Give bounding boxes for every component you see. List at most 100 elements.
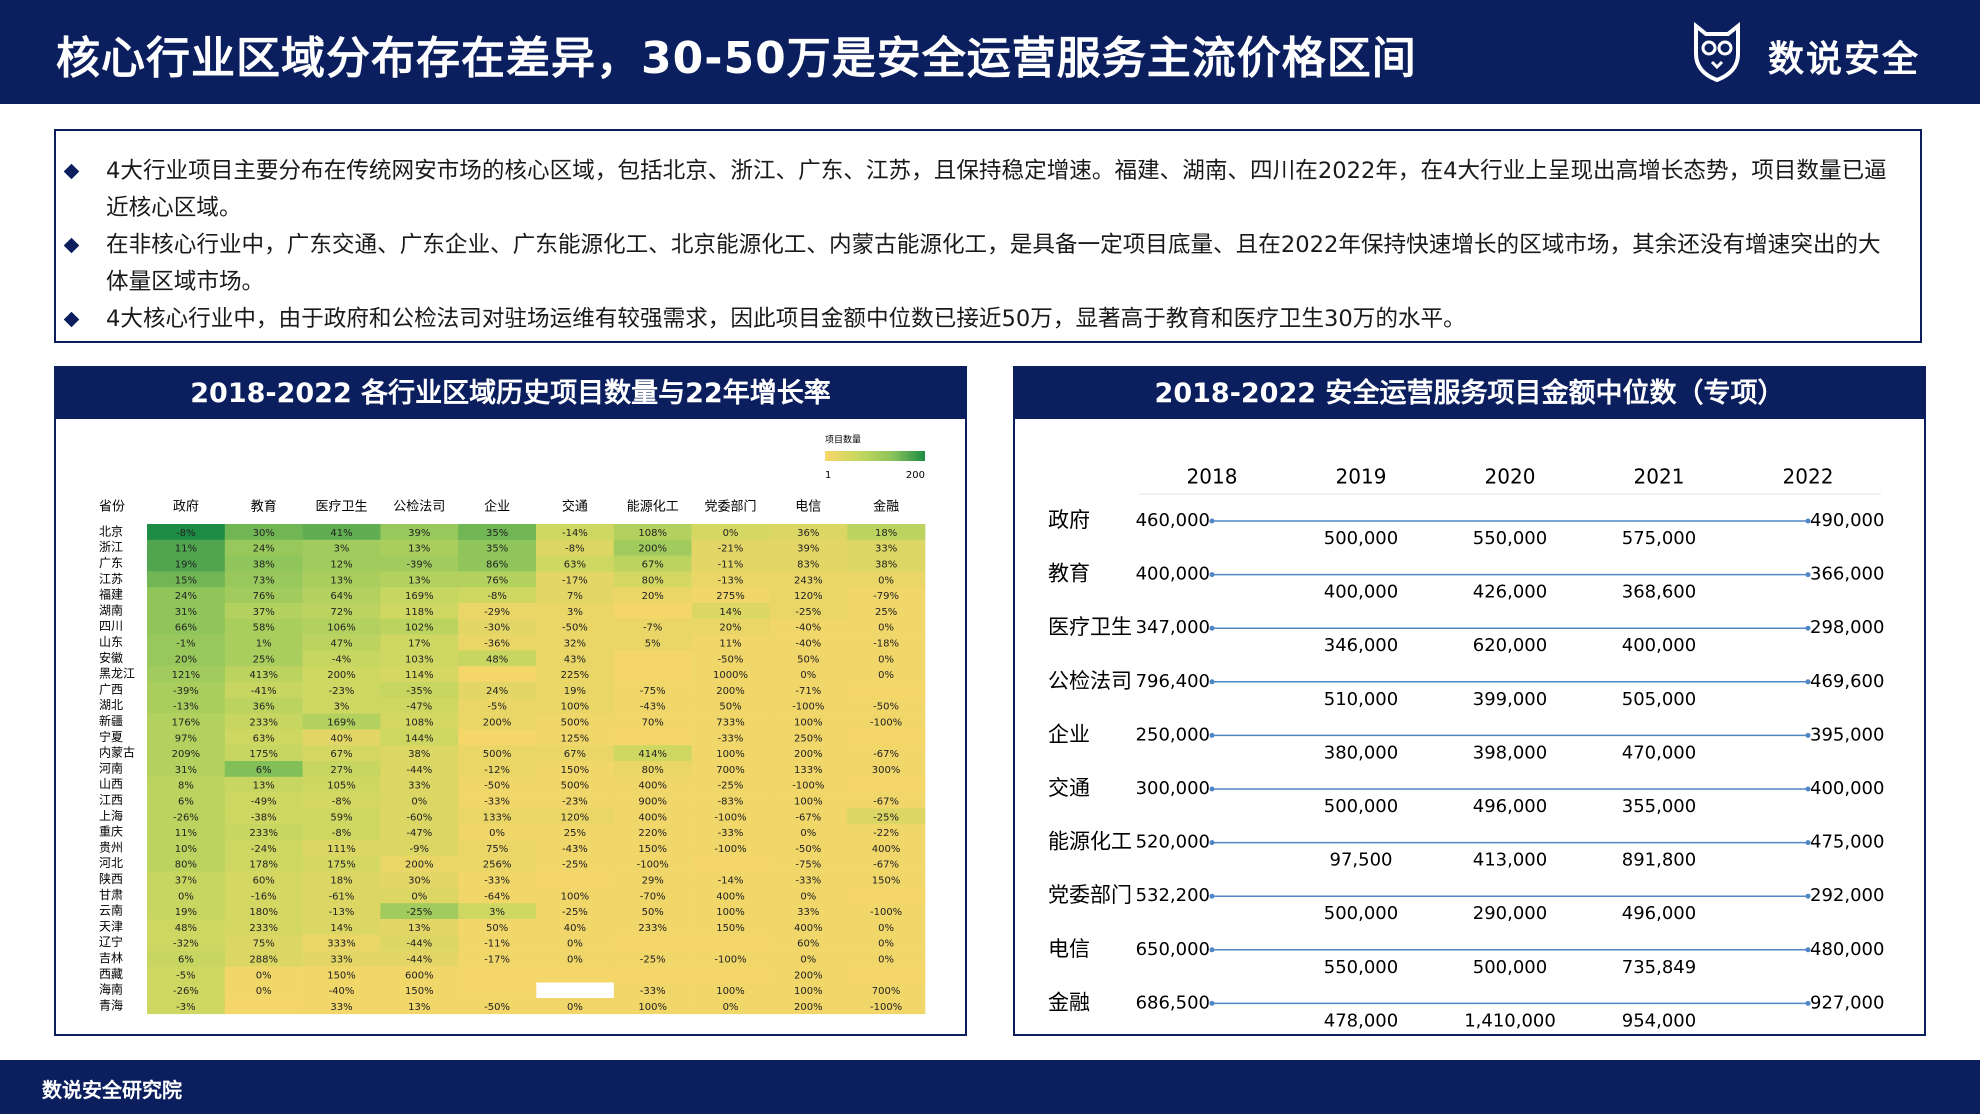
heat-cell: [302, 761, 381, 778]
cell-label: 333%: [327, 939, 356, 950]
heat-cell: [380, 903, 459, 920]
cell-label: -25%: [795, 607, 821, 618]
heat-cell: [302, 729, 381, 746]
column-label: 公检法司: [393, 500, 445, 515]
cell-label: -1%: [176, 639, 195, 650]
heat-cell: [769, 571, 848, 588]
cell-label: 108%: [405, 718, 434, 729]
cell-label: 24%: [175, 591, 197, 602]
heat-cell: [847, 587, 926, 604]
heat-cell: [302, 697, 381, 714]
cell-label: -50%: [795, 844, 821, 855]
heat-cell: [147, 682, 226, 699]
year-label: 2021: [1634, 465, 1685, 489]
cell-label: 13%: [408, 923, 430, 934]
value-label: 366,000: [1810, 564, 1884, 585]
cell-label: -26%: [173, 812, 199, 823]
cell-label: 76%: [253, 591, 275, 602]
heat-cell: [302, 855, 381, 872]
cell-label: 33%: [875, 544, 897, 555]
cell-label: -71%: [795, 686, 821, 697]
cell-label: -39%: [406, 560, 432, 571]
cell-label: -44%: [406, 939, 432, 950]
cell-label: 5%: [645, 639, 661, 650]
heat-cell: [769, 966, 848, 983]
heat-cell: [769, 666, 848, 683]
cell-label: 200%: [405, 860, 434, 871]
cell-label: 0%: [878, 955, 894, 966]
median-table: 2018 2019 2020 2021 2022 政府 460,000 490,000 500,…: [1048, 465, 1884, 1032]
heat-cell: [536, 776, 615, 793]
heat-cell: [147, 634, 226, 651]
year-label: 2022: [1783, 465, 1834, 489]
cell-label: 33%: [408, 781, 430, 792]
heat-cell: [847, 634, 926, 651]
sector-label: 交通: [1048, 776, 1090, 800]
cell-label: 220%: [638, 828, 667, 839]
cell-label: -61%: [329, 891, 355, 902]
heat-cell: [224, 571, 303, 588]
heat-cell: [691, 539, 770, 556]
cell-label: 169%: [327, 718, 356, 729]
heat-cell: [847, 761, 926, 778]
heat-cell: [224, 745, 303, 762]
heat-cell: [769, 982, 848, 999]
heat-cell: [536, 539, 615, 556]
heat-cell: [224, 634, 303, 651]
line-end: [1209, 1000, 1215, 1006]
heat-cell: [147, 650, 226, 667]
heat-cell: [302, 792, 381, 809]
heat-cell: [847, 919, 926, 936]
heat-cell: [380, 697, 459, 714]
page-title: 核心行业区域分布存在差异，30-50万是安全运营服务主流价格区间: [56, 33, 1417, 84]
value-label: 470,000: [1622, 742, 1696, 763]
cell-label: -26%: [173, 986, 199, 997]
cell-label: 250%: [794, 733, 823, 744]
heat-cell: [302, 666, 381, 683]
cell-label: -49%: [251, 797, 277, 808]
cell-label: 72%: [330, 607, 352, 618]
heat-cell: [847, 745, 926, 762]
cell-label: -25%: [562, 860, 588, 871]
cell-label: 1000%: [713, 670, 748, 681]
value-label: 496,000: [1622, 903, 1696, 924]
sector-label: 能源化工: [1048, 830, 1132, 854]
heat-cell: [458, 666, 537, 683]
heat-cell: [613, 808, 692, 825]
sector-label: 党委部门: [1048, 883, 1132, 907]
heat-cell: [613, 919, 692, 936]
sector-label: 政府: [1048, 508, 1090, 532]
heat-cell: [458, 697, 537, 714]
cell-label: -25%: [718, 781, 744, 792]
cell-label: -8%: [565, 544, 584, 555]
value-label: 927,000: [1810, 992, 1884, 1013]
cell-label: 0%: [567, 955, 583, 966]
line-end: [1805, 893, 1811, 899]
heat-cell: [769, 618, 848, 635]
cell-label: 67%: [564, 749, 586, 760]
cell-label: -33%: [484, 876, 510, 887]
cell-label: -25%: [640, 955, 666, 966]
cell-label: 60%: [253, 876, 275, 887]
heat-cell: [458, 587, 537, 604]
cell-label: 80%: [175, 860, 197, 871]
heat-cell: [691, 808, 770, 825]
cell-label: -100%: [714, 812, 746, 823]
heat-cell: [613, 603, 692, 620]
heat-cell: [769, 587, 848, 604]
heat-cell: [536, 713, 615, 730]
sector-label: 医疗卫生: [1048, 615, 1132, 639]
footer: 数说安全研究院: [0, 1060, 1980, 1114]
cell-label: 13%: [330, 575, 352, 586]
cell-label: 114%: [405, 670, 434, 681]
cell-label: 24%: [253, 544, 275, 555]
heat-cell: [847, 666, 926, 683]
row-label: 上海: [99, 808, 123, 823]
heat-cell: [769, 745, 848, 762]
heat-cell: [380, 634, 459, 651]
heat-cell: [769, 840, 848, 857]
value-label: 400,000: [1810, 778, 1884, 799]
cell-label: -75%: [795, 860, 821, 871]
heat-cell: [769, 919, 848, 936]
row-label: 新疆: [99, 713, 123, 728]
